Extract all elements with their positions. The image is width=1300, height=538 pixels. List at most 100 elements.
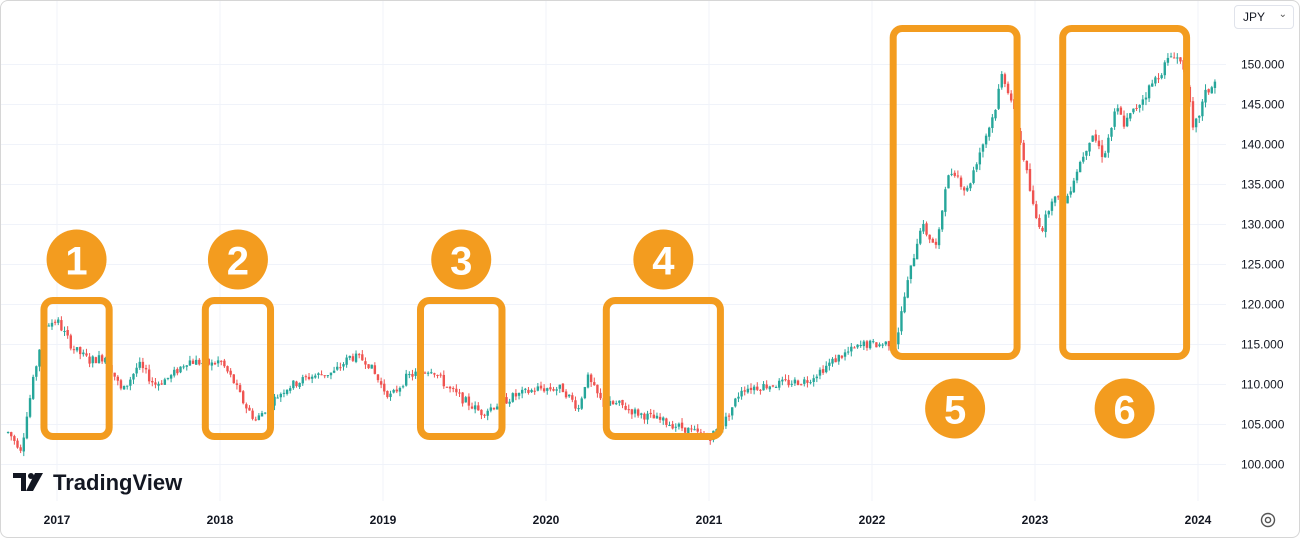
candle-body [361, 354, 364, 361]
candle-body [784, 379, 787, 381]
candle-body [683, 427, 687, 433]
candle-body [477, 405, 480, 411]
candle-body [404, 373, 408, 386]
badge-circle-2 [207, 229, 268, 290]
candle-body [1031, 190, 1035, 204]
candle-body [831, 358, 834, 364]
x-tick-label: 2023 [1022, 513, 1049, 527]
candle-body [323, 375, 326, 377]
candle-body [768, 386, 772, 390]
candle-body [1006, 83, 1010, 94]
candle-body [1025, 160, 1029, 171]
candle-body [539, 385, 543, 389]
candle-body [790, 383, 793, 385]
candle-body [919, 230, 922, 244]
candle-body [376, 374, 380, 381]
candle-body [1022, 142, 1025, 161]
candle-body [564, 391, 568, 398]
y-tick-label: 150.000 [1241, 58, 1285, 72]
badge-number-2: 2 [227, 240, 249, 284]
badge-circle-1 [46, 229, 107, 290]
candle-body [426, 372, 430, 374]
candle-body [473, 405, 477, 410]
candle-body [1050, 201, 1054, 211]
tradingview-logo-icon[interactable] [13, 473, 43, 491]
badge-circle-5 [925, 378, 986, 439]
candle-body [1129, 113, 1132, 119]
candle-body [100, 355, 104, 362]
candle-body [389, 393, 392, 398]
candle-body [771, 385, 775, 387]
candle-body [1157, 78, 1160, 80]
candle-body [759, 389, 762, 391]
candle-body [1135, 107, 1138, 109]
candle-body [129, 379, 132, 386]
candle-body [104, 357, 107, 363]
candle-body [699, 432, 703, 434]
candle-body [1082, 156, 1085, 162]
candle-body [671, 424, 674, 429]
candle-body [301, 377, 304, 384]
candle-body [448, 386, 452, 389]
candle-body [135, 367, 138, 374]
candle-body [574, 400, 577, 409]
candle-body [571, 395, 574, 400]
candle-body [326, 375, 330, 377]
candle-body [314, 375, 317, 378]
candle-body [1000, 74, 1003, 88]
candle-body [724, 416, 728, 427]
candle-body [194, 359, 198, 365]
candle-body [298, 382, 301, 387]
candle-body [169, 375, 173, 379]
candle-body [941, 210, 944, 230]
candle-body [646, 413, 649, 420]
x-tick-label: 2017 [44, 513, 71, 527]
candle-body [483, 414, 486, 416]
y-tick-label: 140.000 [1241, 138, 1285, 152]
badge-circle-6 [1094, 378, 1155, 439]
candle-body [220, 360, 223, 362]
candle-body [1088, 142, 1091, 152]
candle-body [756, 386, 759, 390]
currency-selector[interactable]: JPY ⌄ [1234, 5, 1294, 29]
candle-body [997, 88, 1000, 109]
candle-body [78, 346, 82, 355]
candle-body [295, 381, 298, 387]
candle-body [868, 340, 872, 349]
candle-body [520, 389, 524, 394]
candle-body [241, 391, 245, 404]
candle-body [1028, 168, 1032, 191]
candle-body [53, 321, 57, 323]
gear-icon[interactable] [1257, 509, 1279, 531]
candle-body [846, 351, 850, 353]
candle-body [903, 296, 906, 313]
candle-body [28, 398, 32, 417]
candle-body [593, 382, 596, 386]
candle-body [953, 172, 956, 176]
candle-body [452, 388, 455, 390]
candle-body [122, 385, 126, 390]
candle-body [859, 345, 862, 347]
candle-body [655, 415, 659, 419]
candle-body [57, 319, 60, 323]
candle-body [1069, 191, 1072, 195]
candle-body [282, 392, 286, 394]
candle-body [232, 374, 235, 384]
candle-body [467, 396, 471, 406]
candle-body [806, 380, 809, 383]
candle-body [433, 373, 436, 375]
candle-body [354, 353, 358, 362]
candle-body [442, 374, 446, 387]
candle-body [589, 374, 593, 383]
candle-body [991, 117, 994, 129]
candle-body [329, 372, 333, 376]
candle-body [464, 397, 467, 403]
candle-body [630, 409, 634, 415]
y-tick-label: 120.000 [1241, 298, 1285, 312]
candle-body [445, 386, 449, 388]
candle-body [1160, 75, 1163, 79]
candle-body [1035, 204, 1038, 219]
highlight-box-5 [889, 25, 1021, 360]
